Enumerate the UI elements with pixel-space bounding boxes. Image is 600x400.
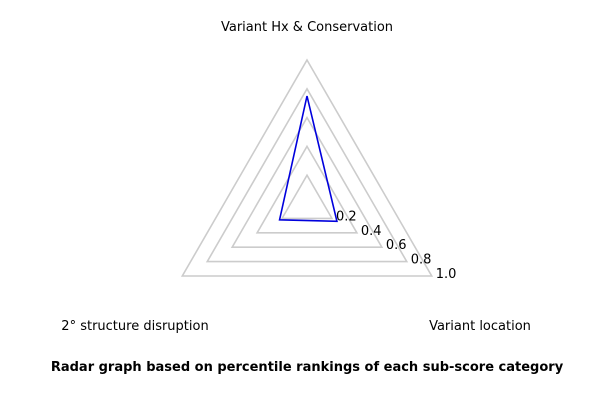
tick-label-4: 0.8 — [411, 253, 432, 268]
radial-tick-labels: 0.2 0.4 0.6 0.8 1.0 — [336, 209, 456, 282]
radar-grid — [180, 58, 434, 277]
tick-label-5: 1.0 — [436, 267, 457, 282]
tick-label-2: 0.4 — [361, 224, 382, 239]
tick-label-3: 0.6 — [386, 238, 407, 253]
grid-ring-1 — [280, 173, 334, 220]
radar-series — [278, 95, 338, 223]
axis-label-bottom-left: 2° structure disruption — [61, 319, 208, 334]
grid-ring-5 — [180, 58, 434, 277]
tick-label-1: 0.2 — [336, 209, 357, 224]
axis-label-top: Variant Hx & Conservation — [221, 20, 393, 35]
chart-caption: Radar graph based on percentile rankings… — [51, 360, 564, 375]
grid-ring-4 — [205, 87, 409, 263]
series-line-1 — [278, 95, 338, 223]
grid-ring-3 — [230, 115, 384, 248]
grid-ring-2 — [255, 144, 359, 234]
axis-label-bottom-right: Variant location — [429, 319, 531, 334]
